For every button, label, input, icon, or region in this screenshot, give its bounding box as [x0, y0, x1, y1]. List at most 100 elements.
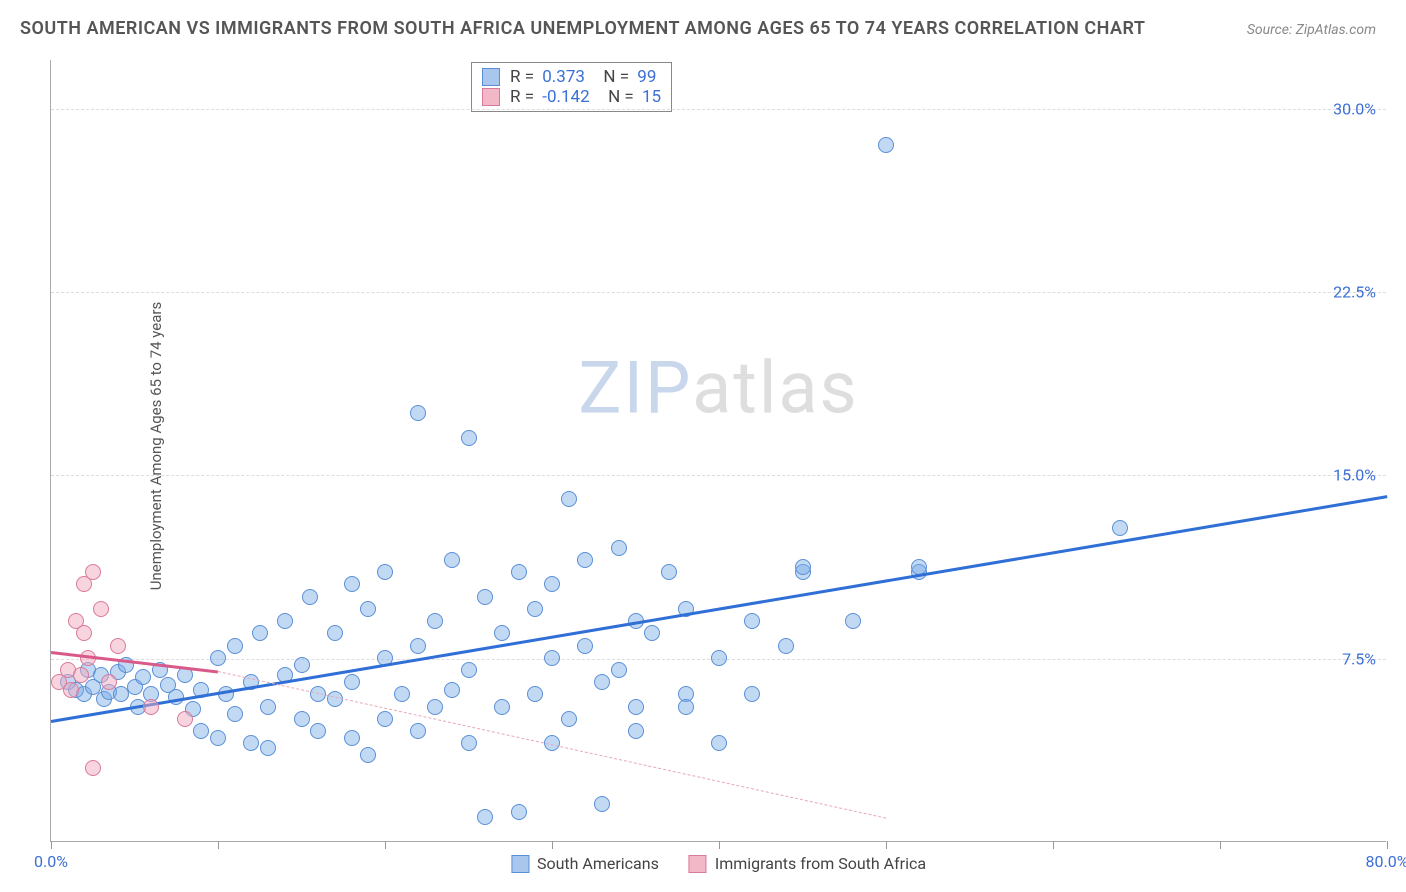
plot-area: ZIPatlas R = 0.373 N = 99R = -0.142 N = … [50, 60, 1386, 842]
data-point [527, 686, 543, 702]
watermark: ZIPatlas [578, 346, 858, 431]
data-point [711, 735, 727, 751]
grid-line-h [51, 109, 1386, 110]
grid-line-h [51, 292, 1386, 293]
data-point [344, 576, 360, 592]
legend-label: South Americans [537, 854, 659, 873]
data-point [544, 576, 560, 592]
data-point [611, 662, 627, 678]
x-tick [218, 841, 219, 849]
data-point [644, 625, 660, 641]
y-tick-label: 30.0% [1333, 99, 1376, 118]
data-point [210, 730, 226, 746]
x-tick [1053, 841, 1054, 849]
data-point [360, 601, 376, 617]
data-point [594, 674, 610, 690]
x-tick [719, 841, 720, 849]
data-point [344, 674, 360, 690]
data-point [85, 760, 101, 776]
data-point [711, 650, 727, 666]
data-point [76, 625, 92, 641]
data-point [1112, 520, 1128, 536]
data-point [744, 613, 760, 629]
stat-n-label: N = 99 [595, 67, 656, 87]
data-point [327, 691, 343, 707]
x-tick [51, 841, 52, 849]
data-point [327, 625, 343, 641]
data-point [427, 699, 443, 715]
data-point [678, 699, 694, 715]
data-point [410, 723, 426, 739]
data-point [444, 552, 460, 568]
data-point [410, 638, 426, 654]
legend-item: South Americans [511, 854, 659, 873]
data-point [377, 711, 393, 727]
data-point [628, 723, 644, 739]
data-point [277, 613, 293, 629]
data-point [394, 686, 410, 702]
legend-swatch [482, 88, 500, 106]
grid-line-h [51, 475, 1386, 476]
legend-label: Immigrants from South Africa [715, 854, 926, 873]
data-point [494, 625, 510, 641]
stat-r-label: R = 0.373 [510, 67, 585, 87]
data-point [260, 699, 276, 715]
data-point [252, 625, 268, 641]
data-point [444, 682, 460, 698]
data-point [294, 657, 310, 673]
data-point [210, 650, 226, 666]
data-point [110, 638, 126, 654]
data-point [63, 682, 79, 698]
data-point [577, 552, 593, 568]
data-point [101, 674, 117, 690]
data-point [227, 706, 243, 722]
legend-item: Immigrants from South Africa [689, 854, 926, 873]
stat-box: R = 0.373 N = 99R = -0.142 N = 15 [471, 62, 672, 112]
data-point [85, 564, 101, 580]
data-point [377, 564, 393, 580]
data-point [360, 747, 376, 763]
data-point [744, 686, 760, 702]
stat-row: R = -0.142 N = 15 [482, 87, 661, 107]
data-point [477, 809, 493, 825]
data-point [778, 638, 794, 654]
data-point [561, 491, 577, 507]
data-point [544, 650, 560, 666]
y-tick-label: 7.5% [1342, 649, 1376, 668]
data-point [243, 735, 259, 751]
data-point [177, 711, 193, 727]
trend-line [218, 671, 886, 819]
legend-swatch [689, 855, 707, 873]
x-tick [1387, 841, 1388, 849]
y-tick-label: 15.0% [1333, 466, 1376, 485]
data-point [135, 669, 151, 685]
data-point [410, 405, 426, 421]
stat-row: R = 0.373 N = 99 [482, 67, 661, 87]
data-point [461, 662, 477, 678]
data-point [193, 723, 209, 739]
data-point [527, 601, 543, 617]
data-point [310, 723, 326, 739]
bottom-legend: South Americans Immigrants from South Afr… [511, 854, 926, 873]
legend-swatch [511, 855, 529, 873]
trend-line [51, 495, 1387, 723]
data-point [227, 638, 243, 654]
data-point [511, 804, 527, 820]
data-point [93, 601, 109, 617]
data-point [494, 699, 510, 715]
data-point [661, 564, 677, 580]
data-point [427, 613, 443, 629]
data-point [73, 667, 89, 683]
data-point [594, 796, 610, 812]
data-point [511, 564, 527, 580]
data-point [611, 540, 627, 556]
x-tick [385, 841, 386, 849]
data-point [294, 711, 310, 727]
data-point [845, 613, 861, 629]
data-point [461, 735, 477, 751]
data-point [477, 589, 493, 605]
data-point [628, 699, 644, 715]
x-tick-label: 80.0% [1366, 852, 1406, 871]
data-point [878, 137, 894, 153]
chart-title: SOUTH AMERICAN VS IMMIGRANTS FROM SOUTH … [20, 18, 1145, 39]
